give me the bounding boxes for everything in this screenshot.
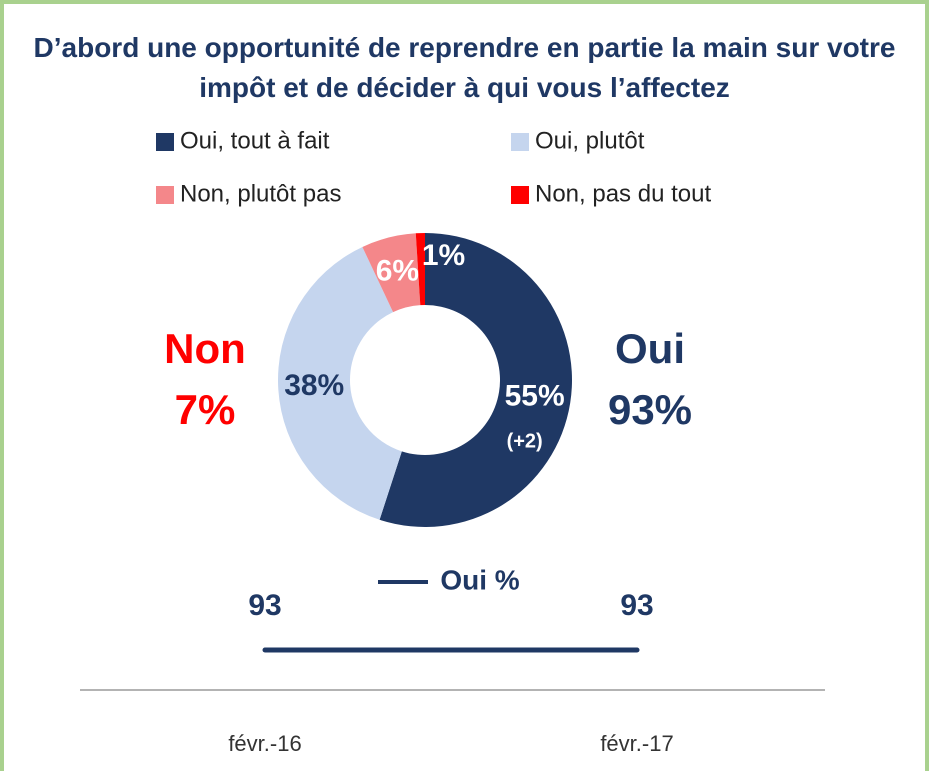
legend-label: Oui, tout à fait — [180, 127, 330, 154]
slice-label: 55% — [505, 379, 565, 412]
x-tick-label: févr.-17 — [600, 731, 673, 756]
legend-label: Oui, plutôt — [535, 127, 645, 154]
slice-label: 38% — [284, 369, 344, 402]
donut-slice — [278, 246, 402, 520]
donut-slice — [415, 233, 425, 306]
summary-value: 7% — [175, 386, 236, 433]
legend-swatch — [156, 186, 174, 204]
legend-label: Non, plutôt pas — [180, 180, 341, 207]
donut-slice — [362, 233, 421, 313]
data-label: 93 — [248, 589, 281, 622]
slice-label: 6% — [376, 254, 419, 287]
summary-name: Oui — [615, 325, 685, 372]
legend-swatch — [511, 186, 529, 204]
summary-value: 93% — [608, 386, 692, 433]
legend-label: Non, pas du tout — [535, 180, 711, 207]
summary-name: Non — [164, 325, 246, 372]
legend-swatch — [156, 133, 174, 151]
donut-slice — [379, 233, 572, 527]
title-box: D’abord une opportunité de reprendre en … — [33, 32, 896, 103]
slice-label: 1% — [422, 239, 465, 272]
data-label: 93 — [620, 589, 653, 622]
chart-title: D’abord une opportunité de reprendre en … — [33, 32, 896, 103]
legend-swatch — [511, 133, 529, 151]
x-tick-label: févr.-16 — [228, 731, 301, 756]
slice-annotation: (+2) — [507, 431, 543, 453]
legend-label: Oui % — [440, 564, 519, 595]
